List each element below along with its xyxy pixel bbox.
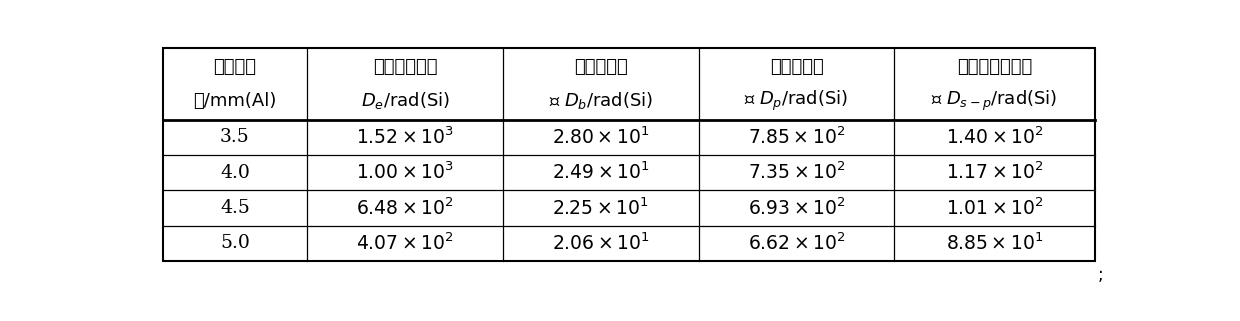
Bar bbox=[162, 48, 1095, 261]
Text: $8.85\times10^1$: $8.85\times10^1$ bbox=[946, 232, 1043, 254]
Text: 捕获质子剂: 捕获质子剂 bbox=[770, 58, 823, 76]
Text: $6.93\times10^2$: $6.93\times10^2$ bbox=[748, 197, 846, 219]
Text: 量 $D_b$/rad(Si): 量 $D_b$/rad(Si) bbox=[548, 90, 653, 111]
Text: 太阳耀斑质子剂: 太阳耀斑质子剂 bbox=[957, 58, 1032, 76]
Text: 度/mm(Al): 度/mm(Al) bbox=[193, 92, 277, 110]
Text: $2.06\times10^1$: $2.06\times10^1$ bbox=[552, 232, 650, 254]
Text: 4.5: 4.5 bbox=[219, 199, 250, 217]
Text: $7.35\times10^2$: $7.35\times10^2$ bbox=[748, 162, 846, 183]
Text: 5.0: 5.0 bbox=[219, 234, 250, 252]
Text: $1.17\times10^2$: $1.17\times10^2$ bbox=[946, 162, 1044, 183]
Text: $1.01\times10^2$: $1.01\times10^2$ bbox=[946, 197, 1044, 219]
Text: $2.80\times10^1$: $2.80\times10^1$ bbox=[552, 126, 650, 148]
Text: 量 $D_p$/rad(Si): 量 $D_p$/rad(Si) bbox=[744, 89, 848, 113]
Text: $D_e$/rad(Si): $D_e$/rad(Si) bbox=[361, 90, 450, 111]
Text: $1.40\times10^2$: $1.40\times10^2$ bbox=[946, 126, 1044, 148]
Text: $6.62\times10^2$: $6.62\times10^2$ bbox=[748, 232, 846, 254]
Text: 3.5: 3.5 bbox=[219, 128, 249, 146]
Text: $2.49\times10^1$: $2.49\times10^1$ bbox=[552, 162, 650, 183]
Text: 量 $D_{s-p}$/rad(Si): 量 $D_{s-p}$/rad(Si) bbox=[931, 89, 1058, 113]
Text: ;: ; bbox=[1097, 266, 1104, 284]
Text: $6.48\times10^2$: $6.48\times10^2$ bbox=[356, 197, 454, 219]
Text: 等效铝厚: 等效铝厚 bbox=[213, 58, 257, 76]
Text: 捕获电子剂量: 捕获电子剂量 bbox=[373, 58, 438, 76]
Text: $1.00\times10^3$: $1.00\times10^3$ bbox=[356, 162, 454, 183]
Text: $4.07\times10^2$: $4.07\times10^2$ bbox=[356, 232, 454, 254]
Text: 4.0: 4.0 bbox=[219, 164, 250, 182]
Text: 韧致辐射剂: 韧致辐射剂 bbox=[574, 58, 627, 76]
Text: $2.25\times10^1$: $2.25\times10^1$ bbox=[552, 197, 650, 219]
Text: $1.52\times10^3$: $1.52\times10^3$ bbox=[356, 126, 454, 148]
Text: $7.85\times10^2$: $7.85\times10^2$ bbox=[748, 126, 846, 148]
